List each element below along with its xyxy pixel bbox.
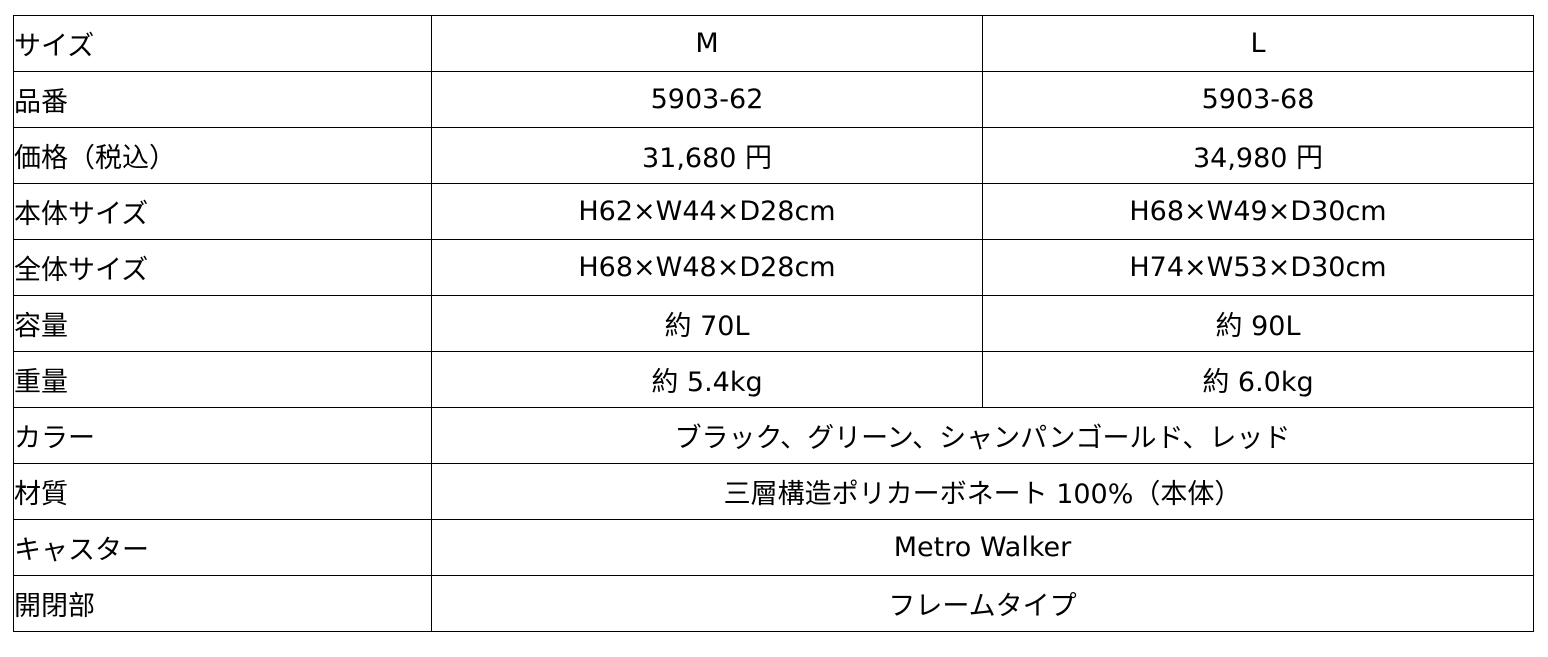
row-label: 重量: [13, 351, 432, 408]
value-cell-l: 約 6.0kg: [982, 351, 1534, 408]
table-row: 本体サイズ H62×W44×D28cm H68×W49×D30cm: [13, 183, 1534, 240]
row-label: 本体サイズ: [13, 183, 432, 240]
value-cell-m: 31,680 円: [431, 127, 983, 184]
value-cell-m: H62×W44×D28cm: [431, 183, 983, 240]
row-label: カラー: [13, 407, 432, 464]
value-cell-shared: 三層構造ポリカーボネート 100%（本体）: [431, 463, 1534, 520]
row-label: キャスター: [13, 519, 432, 576]
table-row: サイズ M L: [13, 15, 1534, 72]
value-cell-l: H68×W49×D30cm: [982, 183, 1534, 240]
value-cell-m: 約 70L: [431, 295, 983, 352]
row-label: サイズ: [13, 15, 432, 72]
value-cell-m: 5903-62: [431, 71, 983, 128]
value-cell-shared: ブラック、グリーン、シャンパンゴールド、レッド: [431, 407, 1534, 464]
table-row: カラー ブラック、グリーン、シャンパンゴールド、レッド: [13, 407, 1534, 464]
table-row: 開閉部 フレームタイプ: [13, 575, 1534, 632]
value-cell-l: H74×W53×D30cm: [982, 239, 1534, 296]
value-cell-m: H68×W48×D28cm: [431, 239, 983, 296]
value-cell-m: 約 5.4kg: [431, 351, 983, 408]
row-label: 全体サイズ: [13, 239, 432, 296]
value-cell-shared: フレームタイプ: [431, 575, 1534, 632]
table-row: 材質 三層構造ポリカーボネート 100%（本体）: [13, 463, 1534, 520]
table-row: キャスター Metro Walker: [13, 519, 1534, 576]
table-row: 全体サイズ H68×W48×D28cm H74×W53×D30cm: [13, 239, 1534, 296]
table-row: 価格（税込） 31,680 円 34,980 円: [13, 127, 1534, 184]
value-cell-m: M: [431, 15, 983, 72]
row-label: 開閉部: [13, 575, 432, 632]
row-label: 材質: [13, 463, 432, 520]
table-row: 容量約 70L 約 90L: [13, 295, 1534, 352]
row-label: 容量: [13, 295, 432, 352]
row-label: 品番: [13, 71, 432, 128]
value-cell-shared: Metro Walker: [431, 519, 1534, 576]
row-label: 価格（税込）: [13, 127, 432, 184]
value-cell-l: 34,980 円: [982, 127, 1534, 184]
value-cell-l: L: [982, 15, 1534, 72]
value-cell-l: 約 90L: [982, 295, 1534, 352]
table-row: 品番 5903-62 5903-68: [13, 71, 1534, 128]
table-row: 重量約 5.4kg 約 6.0kg: [13, 351, 1534, 408]
value-cell-l: 5903-68: [982, 71, 1534, 128]
spec-table: サイズ M L 品番 5903-62 5903-68 価格（税込） 31,680 円 34,98…: [13, 15, 1534, 632]
